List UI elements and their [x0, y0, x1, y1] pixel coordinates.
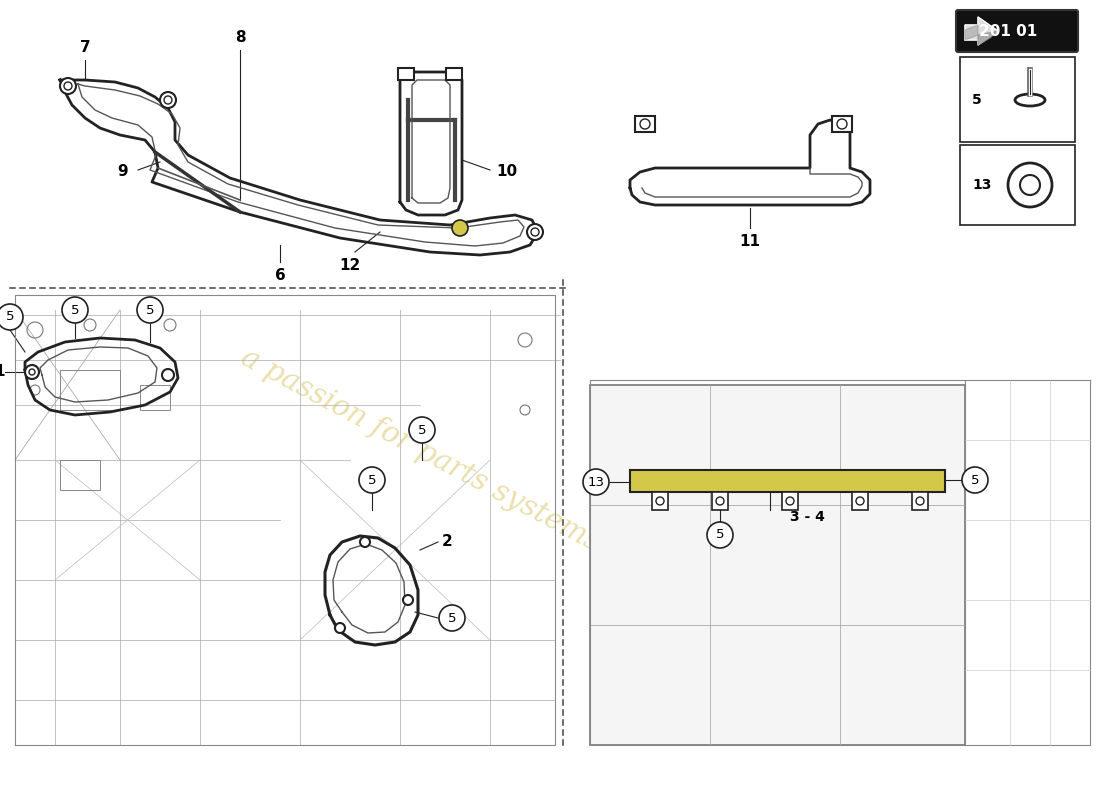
Polygon shape: [965, 17, 998, 45]
Text: 12: 12: [340, 258, 361, 273]
Bar: [398, 68, 414, 80]
Bar: [630, 470, 945, 492]
Polygon shape: [965, 25, 978, 40]
Circle shape: [856, 497, 864, 505]
Circle shape: [60, 78, 76, 94]
Text: 5: 5: [716, 529, 724, 542]
Text: 5: 5: [972, 93, 981, 107]
Text: 11: 11: [739, 234, 760, 249]
Bar: [590, 385, 965, 745]
Circle shape: [640, 119, 650, 129]
Circle shape: [64, 82, 72, 90]
Bar: [60, 370, 120, 410]
Circle shape: [162, 369, 174, 381]
Circle shape: [837, 119, 847, 129]
Text: 6: 6: [275, 268, 285, 283]
Text: 10: 10: [496, 165, 517, 179]
Bar: [960, 145, 1075, 225]
Bar: [635, 116, 654, 132]
Bar: [912, 492, 928, 510]
Bar: [960, 57, 1075, 142]
Bar: [712, 492, 728, 510]
Circle shape: [962, 467, 988, 493]
Text: 3 - 4: 3 - 4: [790, 510, 825, 524]
Text: 8: 8: [234, 30, 245, 45]
FancyBboxPatch shape: [956, 10, 1078, 52]
Circle shape: [656, 497, 664, 505]
Polygon shape: [978, 31, 998, 45]
Ellipse shape: [1015, 94, 1045, 106]
Text: 13: 13: [587, 475, 605, 489]
Bar: [60, 460, 100, 490]
Circle shape: [62, 297, 88, 323]
Circle shape: [360, 537, 370, 547]
Text: 1: 1: [0, 365, 6, 379]
Text: 5: 5: [6, 310, 14, 323]
Circle shape: [716, 497, 724, 505]
Text: 9: 9: [118, 165, 128, 179]
Bar: [446, 68, 462, 80]
Bar: [852, 492, 868, 510]
Bar: [140, 385, 170, 410]
Circle shape: [1008, 163, 1052, 207]
Text: 5: 5: [448, 611, 456, 625]
Circle shape: [439, 605, 465, 631]
Text: 201 01: 201 01: [979, 23, 1037, 38]
Bar: [832, 116, 852, 132]
Circle shape: [29, 369, 35, 375]
Circle shape: [527, 224, 543, 240]
Circle shape: [25, 365, 39, 379]
Text: 5: 5: [418, 423, 427, 437]
Circle shape: [916, 497, 924, 505]
Text: 5: 5: [367, 474, 376, 486]
Text: 5: 5: [970, 474, 979, 486]
Circle shape: [1020, 175, 1040, 195]
Circle shape: [452, 220, 468, 236]
Text: a passion for parts systems: a passion for parts systems: [235, 343, 604, 557]
Circle shape: [531, 228, 539, 236]
Circle shape: [403, 595, 412, 605]
Circle shape: [409, 417, 434, 443]
Circle shape: [138, 297, 163, 323]
Text: 13: 13: [972, 178, 991, 192]
Text: 5: 5: [145, 303, 154, 317]
Circle shape: [336, 623, 345, 633]
Text: 7: 7: [79, 40, 90, 55]
Text: 2: 2: [442, 534, 453, 550]
Text: 5: 5: [70, 303, 79, 317]
Circle shape: [164, 96, 172, 104]
Circle shape: [160, 92, 176, 108]
Circle shape: [0, 304, 23, 330]
Circle shape: [583, 469, 609, 495]
Bar: [782, 492, 797, 510]
Circle shape: [707, 522, 733, 548]
Circle shape: [359, 467, 385, 493]
Circle shape: [786, 497, 794, 505]
Bar: [652, 492, 668, 510]
